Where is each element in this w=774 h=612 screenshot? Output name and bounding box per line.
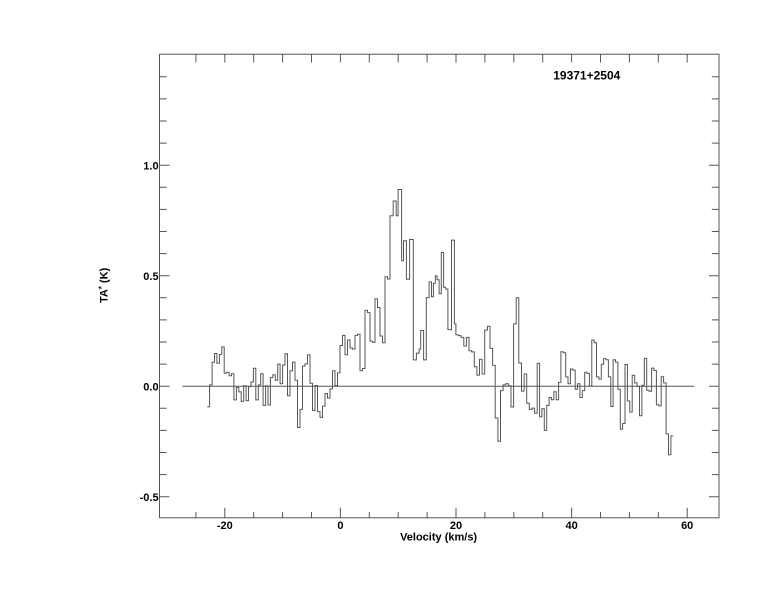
svg-text:19371+2504: 19371+2504 bbox=[553, 69, 620, 83]
svg-text:TA* (K): TA* (K) bbox=[98, 267, 111, 303]
svg-text:-20: -20 bbox=[217, 520, 233, 532]
svg-text:40: 40 bbox=[565, 520, 577, 532]
svg-text:Velocity (km/s): Velocity (km/s) bbox=[400, 531, 477, 543]
svg-text:0.0: 0.0 bbox=[143, 382, 158, 394]
svg-text:1.0: 1.0 bbox=[143, 161, 158, 173]
svg-text:60: 60 bbox=[681, 520, 693, 532]
svg-text:0.5: 0.5 bbox=[143, 271, 158, 283]
svg-text:-0.5: -0.5 bbox=[140, 492, 159, 504]
svg-text:0: 0 bbox=[337, 520, 343, 532]
svg-text:20: 20 bbox=[450, 520, 462, 532]
